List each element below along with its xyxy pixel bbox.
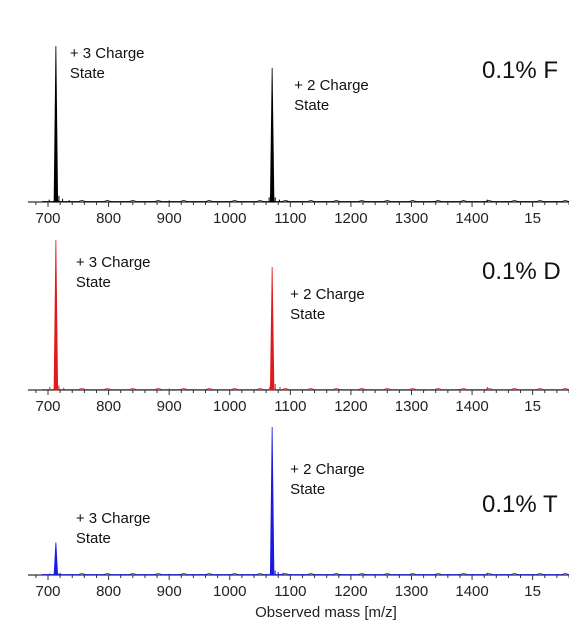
spectrum-panel-2: 700 800 900 1000 1100 1200 1300 1400 15 + 3 Charg… [28,239,569,415]
x-tick-label: 800 [96,398,121,415]
x-tick-label: 1000 [213,583,246,600]
peak-annotation-line: State [290,306,325,323]
x-tick-label: 1300 [395,210,428,227]
x-tick-label: 1200 [334,398,367,415]
x-tick-label: 15 [524,398,541,415]
x-tick-label: 700 [35,398,60,415]
peak-annotation-line: + 2 Charge [290,286,365,303]
peak-annotation-line: State [294,97,329,114]
x-tick-label: 15 [524,210,541,227]
x-tick-label: 15 [524,583,541,600]
x-tick-label: 800 [96,210,121,227]
peak-plus2 [269,426,275,576]
x-tick-label: 1400 [455,583,488,600]
panel-label: 0.1% D [482,258,561,285]
peak-plus2 [269,266,275,391]
spectrum-baseline [41,388,569,390]
x-tick-label: 1400 [455,210,488,227]
x-tick-label: 1100 [274,398,306,415]
panel-label: 0.1% T [482,491,558,518]
x-tick-label: 1000 [213,398,246,415]
peak-plus3 [53,239,59,391]
peak-annotation-line: + 2 Charge [294,77,369,94]
x-axis-label: Observed mass [m/z] [255,604,397,621]
peak-annotation-line: State [70,65,105,82]
x-tick-label: 900 [157,210,182,227]
peak-annotation-line: + 3 Charge [70,45,145,62]
x-tick-label: 700 [35,583,60,600]
x-tick-label: 900 [157,398,182,415]
x-tick-label: 1100 [274,210,306,227]
peak-annotation-line: State [76,530,111,547]
x-tick-label: 800 [96,583,121,600]
spectrum-panel-3: 700 800 900 1000 1100 1200 1300 1400 15 + 3 Charg… [28,426,569,600]
peak-plus2 [269,67,275,203]
peak-plus3 [53,45,59,203]
x-tick-label: 1200 [334,583,367,600]
panel-label: 0.1% F [482,57,558,84]
x-tick-label: 1100 [274,583,306,600]
x-tick-label: 1300 [395,583,428,600]
peak-plus3 [53,542,59,576]
spectrum-baseline [41,200,569,202]
x-tick-label: 1300 [395,398,428,415]
spectrum-panel-1: 700 800 900 1000 1100 1200 1300 1400 15 + 3 Charg… [28,45,569,227]
peak-annotation-line: + 3 Charge [76,254,151,271]
x-tick-label: 1200 [334,210,367,227]
x-tick-label: 1000 [213,210,246,227]
peak-annotation-line: + 3 Charge [76,510,151,527]
x-tick-label: 700 [35,210,60,227]
peak-annotation-line: + 2 Charge [290,461,365,478]
spectrum-baseline [41,573,569,575]
peak-annotation-line: State [76,274,111,291]
x-tick-label: 1400 [455,398,488,415]
peak-annotation-line: State [290,481,325,498]
x-tick-label: 900 [157,583,182,600]
